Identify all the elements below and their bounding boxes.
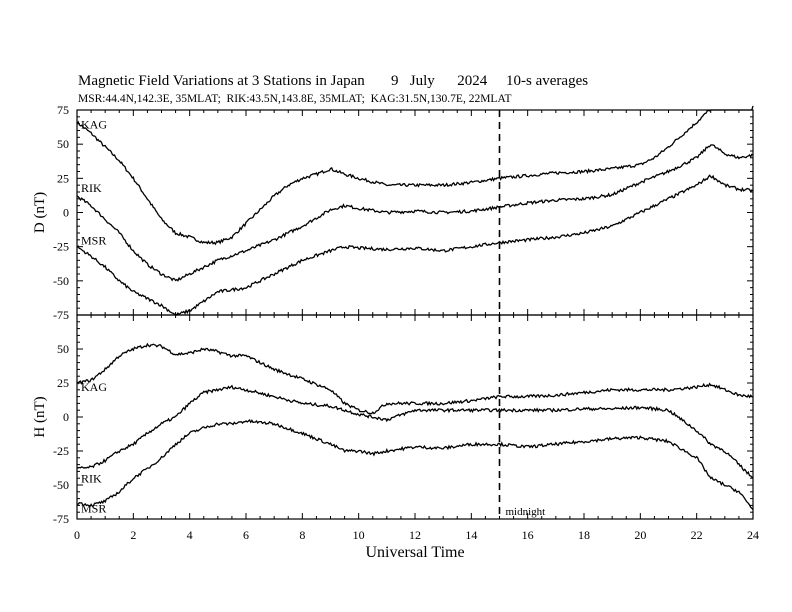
y-tick-label-d: 75	[57, 103, 69, 117]
x-tick-label: 2	[130, 528, 136, 542]
y-axis-label-h: H (nT)	[32, 396, 48, 437]
chart-subtitle: MSR:44.4N,142.3E, 35MLAT; RIK:43.5N,143.…	[78, 93, 512, 105]
x-tick-label: 22	[691, 528, 703, 542]
y-tick-label-h: 50	[57, 342, 69, 356]
y-axis-label-d: D (nT)	[32, 192, 48, 233]
y-tick-label-h: -75	[53, 512, 69, 526]
x-tick-label: 18	[578, 528, 590, 542]
y-tick-label-d: -25	[53, 240, 69, 254]
series-kag-h	[76, 342, 754, 415]
series-label-kag: KAG	[81, 380, 107, 394]
x-tick-label: 8	[299, 528, 305, 542]
x-tick-label: 0	[74, 528, 80, 542]
series-msr-h	[76, 418, 754, 510]
midnight-label: midnight	[506, 506, 546, 518]
x-axis-label: Universal Time	[365, 544, 464, 561]
x-tick-label: 16	[522, 528, 534, 542]
series-label-msr: MSR	[81, 234, 106, 248]
y-tick-label-d: 0	[63, 206, 69, 220]
x-tick-label: 14	[465, 528, 477, 542]
y-tick-label-h: 25	[57, 376, 69, 390]
panel-h	[76, 314, 754, 520]
x-tick-label: 10	[353, 528, 365, 542]
panel-frame-d	[76, 109, 754, 316]
series-rik-d	[76, 144, 754, 282]
x-tick-label: 4	[187, 528, 193, 542]
y-tick-label-h: -50	[53, 478, 69, 492]
series-label-msr: MSR	[81, 502, 106, 516]
y-tick-label-d: 50	[57, 137, 69, 151]
series-label-rik: RIK	[81, 472, 102, 486]
series-kag-d	[76, 105, 754, 246]
series-rik-h	[76, 384, 754, 479]
y-tick-label-h: 0	[63, 410, 69, 424]
x-tick-label: 6	[243, 528, 249, 542]
chart-title: Magnetic Field Variations at 3 Stations …	[78, 73, 589, 89]
y-tick-label-d: -75	[53, 308, 69, 322]
panel-d	[76, 105, 754, 316]
panel-frame-h	[76, 314, 754, 520]
x-tick-label: 20	[634, 528, 646, 542]
y-tick-label-h: -25	[53, 444, 69, 458]
series-label-rik: RIK	[81, 181, 102, 195]
x-tick-label: 24	[747, 528, 759, 542]
series-label-kag: KAG	[81, 117, 107, 131]
y-tick-label-d: 25	[57, 171, 69, 185]
x-tick-label: 12	[409, 528, 421, 542]
series-msr-d	[76, 174, 754, 316]
y-tick-label-d: -50	[53, 274, 69, 288]
